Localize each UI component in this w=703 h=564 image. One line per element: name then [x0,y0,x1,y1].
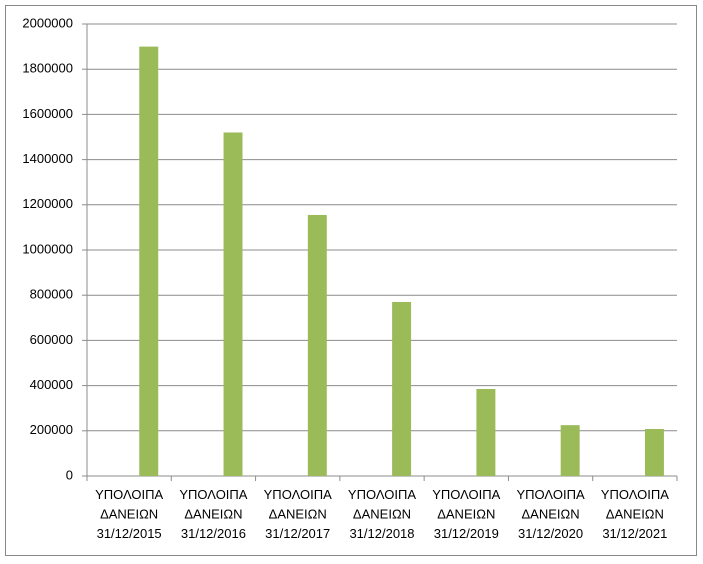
y-tick-label: 0 [66,467,73,482]
x-tick-label-line: 31/12/2015 [97,526,162,541]
y-tick-label: 200000 [30,422,73,437]
y-tick-label: 1000000 [22,241,73,256]
x-tick-label: ΥΠΟΛΟΙΠΑ ΔΑΝΕΙΩΝ 31/12/2020 [517,487,585,541]
x-tick-label-line: ΥΠΟΛΟΙΠΑ [432,487,500,502]
x-tick-label: ΥΠΟΛΟΙΠΑ ΔΑΝΕΙΩΝ 31/12/2019 [432,487,500,541]
bar [139,46,159,476]
x-tick-label-line: ΥΠΟΛΟΙΠΑ [179,487,247,502]
y-tick-label: 800000 [30,287,73,302]
chart-border [5,5,697,556]
y-tick-label: 1200000 [22,196,73,211]
x-tick-label-line: ΔΑΝΕΙΩΝ [522,507,580,522]
x-tick-label-line: 31/12/2020 [518,526,583,541]
x-tick-label-line: ΔΑΝΕΙΩΝ [606,507,664,522]
bar [223,132,243,477]
x-tick-label: ΥΠΟΛΟΙΠΑ ΔΑΝΕΙΩΝ 31/12/2015 [95,487,163,541]
y-tick-label: 1600000 [22,106,73,121]
x-tick-label-line: ΔΑΝΕΙΩΝ [353,507,411,522]
x-tick-label: ΥΠΟΛΟΙΠΑ ΔΑΝΕΙΩΝ 31/12/2018 [348,487,416,541]
x-tick-label-line: 31/12/2021 [602,526,667,541]
y-tick-label: 2000000 [22,15,73,30]
x-tick-label-line: 31/12/2018 [349,526,414,541]
x-tick-label-line: ΥΠΟΛΟΙΠΑ [348,487,416,502]
x-tick-label-line: ΔΑΝΕΙΩΝ [437,507,495,522]
x-tick-label-line: ΔΑΝΕΙΩΝ [184,507,242,522]
x-tick-label: ΥΠΟΛΟΙΠΑ ΔΑΝΕΙΩΝ 31/12/2016 [179,487,247,541]
x-tick-label-line: ΥΠΟΛΟΙΠΑ [264,487,332,502]
x-tick-label-line: ΔΑΝΕΙΩΝ [269,507,327,522]
bar [560,425,580,476]
x-tick-label: ΥΠΟΛΟΙΠΑ ΔΑΝΕΙΩΝ 31/12/2017 [264,487,332,541]
x-tick-label: ΥΠΟΛΟΙΠΑ ΔΑΝΕΙΩΝ 31/12/2021 [601,487,669,541]
x-tick-label-line: 31/12/2019 [434,526,499,541]
y-tick-label: 1400000 [22,151,73,166]
y-tick-label: 1800000 [22,61,73,76]
y-tick-label: 600000 [30,332,73,347]
y-tick-label: 400000 [30,377,73,392]
x-tick-label-line: ΥΠΟΛΟΙΠΑ [517,487,585,502]
bar [307,214,327,476]
x-tick-label-line: 31/12/2016 [181,526,246,541]
bar [392,301,412,476]
x-tick-label-line: ΔΑΝΕΙΩΝ [100,507,158,522]
bar [644,428,664,476]
x-tick-label-line: 31/12/2017 [265,526,330,541]
x-tick-label-line: ΥΠΟΛΟΙΠΑ [95,487,163,502]
bar [476,388,496,476]
x-tick-label-line: ΥΠΟΛΟΙΠΑ [601,487,669,502]
